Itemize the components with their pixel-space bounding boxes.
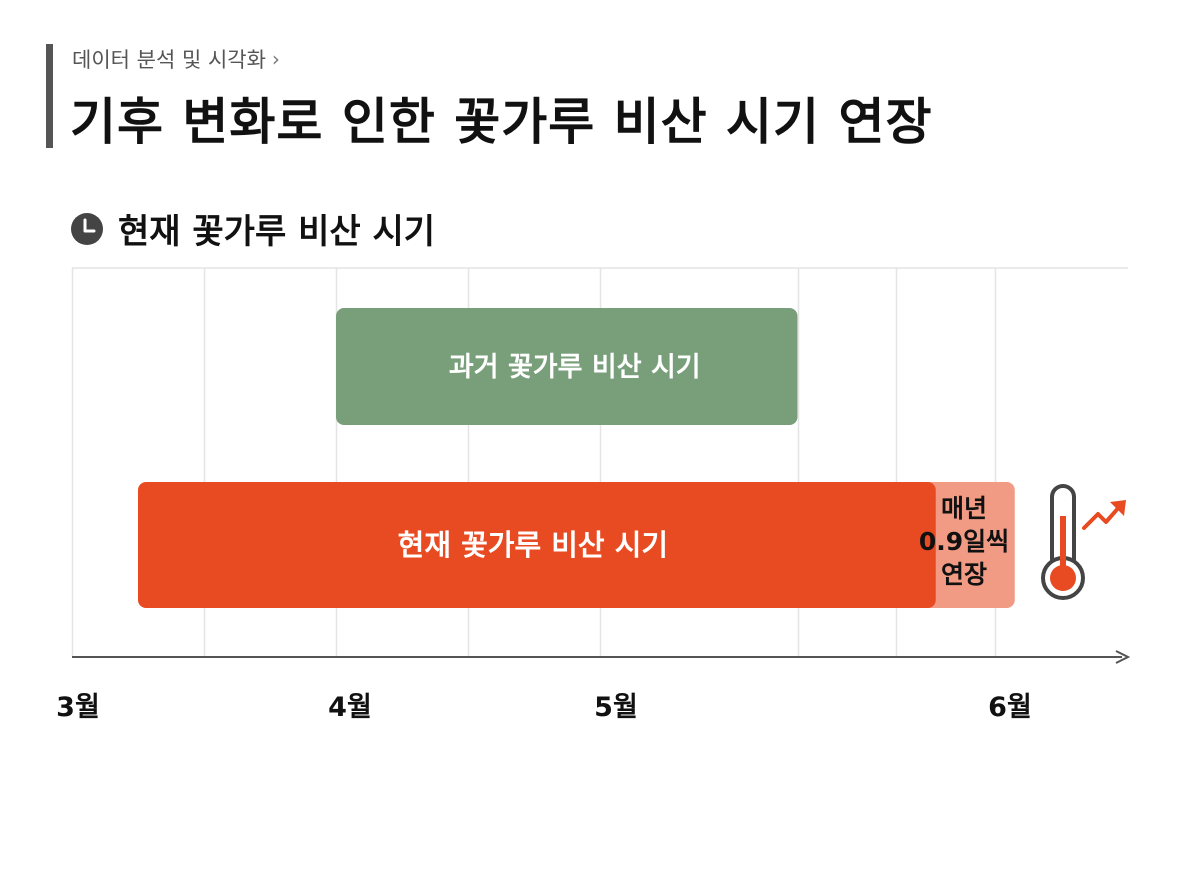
section-header: 현재 꽃가루 비산 시기 xyxy=(70,204,435,253)
bar-label-past: 과거 꽃가루 비산 시기 xyxy=(449,352,701,383)
thermometer-mercury xyxy=(1060,516,1066,576)
thermometer-bulb xyxy=(1050,565,1076,591)
trend-up-arrowhead-icon xyxy=(1110,500,1126,516)
annotation-line-1: 매년 xyxy=(940,494,987,523)
chevron-right-icon: › xyxy=(271,47,280,71)
x-axis-arrow-icon xyxy=(1115,650,1131,664)
x-tick-label: 3월 xyxy=(56,692,100,723)
breadcrumb-label[interactable]: 데이터 분석 및 시각화 xyxy=(72,48,266,72)
up-arrow-head-icon xyxy=(886,498,906,518)
clock-icon xyxy=(71,212,103,245)
bar-past-pollen-season xyxy=(336,308,798,425)
page-title: 기후 변화로 인한 꽃가루 비산 시기 연장 xyxy=(70,93,933,151)
bar-current-extension xyxy=(921,482,1015,608)
annotation-line-2: 0.9일씩 xyxy=(918,527,1010,556)
bar-current-pollen-season xyxy=(138,482,936,608)
x-tick-label: 6월 xyxy=(988,692,1032,723)
section-title: 현재 꽃가루 비산 시기 xyxy=(118,212,436,252)
breadcrumb[interactable]: 데이터 분석 및 시각화 › xyxy=(72,44,280,74)
trend-up-icon xyxy=(1082,504,1122,530)
annotation-line-3: 연장 xyxy=(940,560,987,589)
bar-label-current: 현재 꽃가루 비산 시기 xyxy=(398,528,668,562)
x-tick-label: 4월 xyxy=(328,692,372,723)
extension-annotation: 매년 0.9일씩 연장 xyxy=(902,492,1026,591)
x-tick-label: 5월 xyxy=(594,692,638,723)
title-accent-bar xyxy=(46,44,53,148)
